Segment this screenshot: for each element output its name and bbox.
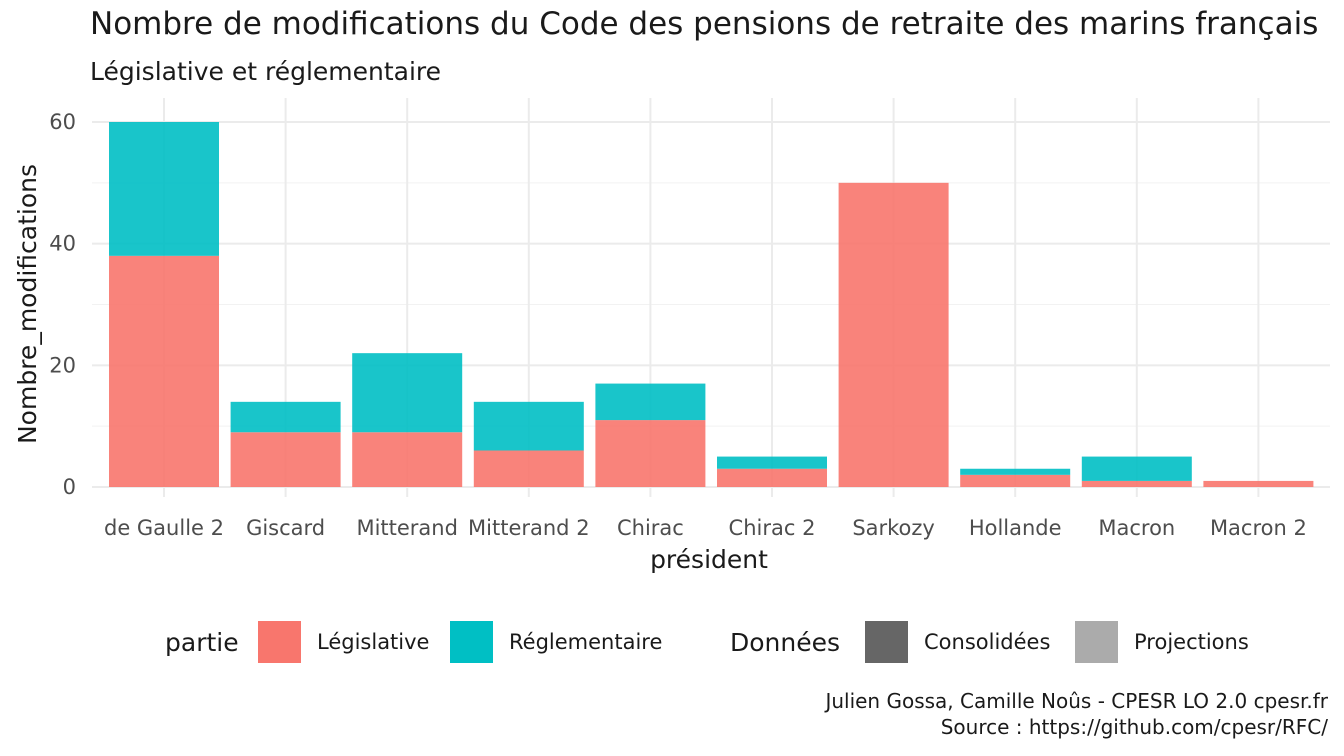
bar-reglementaire-4 <box>595 383 706 421</box>
x-tick-label: de Gaulle 2 <box>104 516 224 540</box>
legend-item-projections: Projections <box>1075 620 1249 664</box>
legend-swatch-projections <box>1075 621 1118 663</box>
x-tick-label: Sarkozy <box>852 516 935 540</box>
bar-legislative-7 <box>960 474 1071 487</box>
bar-reglementaire-7 <box>960 468 1071 475</box>
x-tick-labels: de Gaulle 2 Giscard Mitterand Mitterand 2 Ch… <box>104 516 1307 540</box>
legend-label-reglementaire: Réglementaire <box>509 630 663 654</box>
bar-legislative-6 <box>838 182 949 488</box>
x-tick-label: Macron 2 <box>1210 516 1307 540</box>
bar-legislative-0 <box>109 255 219 487</box>
y-tick-label: 0 <box>63 475 76 499</box>
x-tick-label: Mitterand <box>356 516 457 540</box>
x-tick-label: Chirac <box>617 516 684 540</box>
bar-reglementaire-5 <box>717 456 827 469</box>
y-tick-label: 60 <box>49 110 76 134</box>
chart-subtitle: Législative et réglementaire <box>90 57 442 86</box>
x-tick-label: Hollande <box>969 516 1062 540</box>
x-tick-label: Chirac 2 <box>729 516 816 540</box>
bar-reglementaire-2 <box>352 353 463 433</box>
y-tick-labels: 0 20 40 60 <box>49 110 76 499</box>
bar-legislative-8 <box>1081 480 1192 487</box>
bar-legislative-4 <box>595 420 706 487</box>
y-tick-label: 40 <box>49 232 76 256</box>
legend-item-legislative: Législative <box>258 620 429 664</box>
caption-authors: Julien Gossa, Camille Noûs - CPESR LO 2.… <box>825 689 1328 713</box>
legend: partie Législative Réglementaire Données… <box>0 620 1344 664</box>
legend-title-donnees: Données <box>730 627 841 657</box>
bar-reglementaire-1 <box>230 401 341 433</box>
caption: Julien Gossa, Camille Noûs - CPESR LO 2.… <box>825 688 1328 740</box>
legend-title-partie: partie <box>165 627 239 657</box>
bar-legislative-3 <box>473 450 584 487</box>
x-axis-title: président <box>650 545 768 574</box>
bar-legislative-9 <box>1203 480 1314 487</box>
bar-reglementaire-3 <box>473 401 584 451</box>
legend-label-legislative: Législative <box>317 630 430 654</box>
y-tick-label: 20 <box>49 353 76 377</box>
x-tick-label: Macron <box>1098 516 1175 540</box>
legend-swatch-reglementaire <box>450 621 493 663</box>
bar-reglementaire-8 <box>1081 456 1192 481</box>
legend-label-consolidees: Consolidées <box>924 630 1051 654</box>
legend-item-consolidees: Consolidées <box>865 620 1050 664</box>
chart-title: Nombre de modifications du Code des pens… <box>90 6 1319 42</box>
bar-chart: 0 20 40 60 de Gaulle 2 Giscard Mitterand Mitte… <box>13 98 1330 574</box>
bars <box>109 122 1314 488</box>
x-tick-label: Mitterand 2 <box>468 516 590 540</box>
y-axis-title: Nombre_modifications <box>13 164 42 444</box>
bar-legislative-1 <box>230 432 341 487</box>
legend-label-projections: Projections <box>1134 630 1249 654</box>
bar-legislative-2 <box>352 432 463 487</box>
caption-source: Source : https://github.com/cpesr/RFC/ <box>940 715 1328 739</box>
x-tick-label: Giscard <box>246 516 325 540</box>
bar-legislative-5 <box>717 468 827 487</box>
legend-swatch-legislative <box>258 621 301 663</box>
legend-swatch-consolidees <box>865 621 908 663</box>
bar-reglementaire-0 <box>109 122 219 256</box>
legend-item-reglementaire: Réglementaire <box>450 620 662 664</box>
